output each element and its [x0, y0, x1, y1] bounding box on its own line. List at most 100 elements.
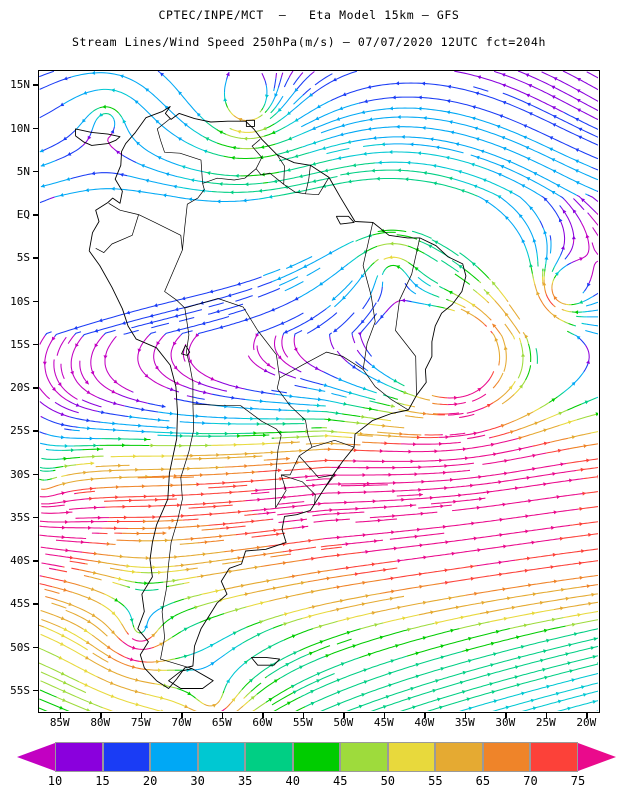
streamline-arrow	[316, 104, 321, 109]
streamline-segment	[302, 137, 330, 148]
streamline-arrow	[216, 199, 221, 204]
y-axis-tick	[33, 430, 39, 432]
streamline-arrow	[134, 689, 139, 694]
country-border	[182, 168, 330, 251]
streamline-segment	[559, 205, 562, 208]
streamline-arrow	[84, 682, 89, 687]
streamline-arrow	[83, 470, 87, 475]
country-border	[395, 237, 421, 396]
streamline-arrow	[410, 686, 415, 691]
streamline-segment	[448, 299, 457, 304]
streamline-arrow	[331, 429, 335, 434]
streamline-arrow	[423, 555, 428, 560]
streamline-segment	[340, 169, 454, 180]
streamline-arrow	[355, 506, 360, 511]
streamline-arrow	[60, 616, 65, 620]
streamline-arrow	[137, 348, 142, 353]
streamline-arrow	[377, 518, 382, 523]
y-axis-tick-label: EQ	[16, 208, 30, 222]
streamline-segment	[54, 401, 79, 414]
streamline-arrow	[293, 347, 298, 352]
streamline-arrow	[92, 454, 96, 459]
streamline-arrow	[476, 505, 481, 510]
streamline-arrow	[126, 564, 131, 568]
streamline-arrow	[58, 655, 63, 660]
y-axis-tick	[33, 603, 39, 605]
streamline-segment	[127, 175, 176, 188]
streamline-segment	[355, 361, 367, 370]
streamline-segment	[244, 513, 258, 516]
streamline-arrow	[40, 163, 45, 167]
streamline-segment	[313, 518, 350, 523]
streamline-arrow	[263, 552, 268, 557]
streamline-arrow	[437, 697, 442, 702]
streamline-arrow	[339, 106, 343, 111]
streamline-segment	[269, 101, 274, 107]
streamline-arrow	[468, 636, 473, 641]
streamline-arrow	[172, 493, 176, 498]
streamline-segment	[257, 114, 263, 119]
streamline-arrow	[68, 602, 73, 606]
streamline-arrow	[339, 132, 344, 137]
streamline-segment	[42, 417, 78, 428]
y-axis-tick	[33, 84, 39, 86]
streamline-segment	[566, 262, 572, 266]
streamline-segment	[188, 707, 197, 711]
streamline-arrow	[118, 436, 122, 441]
streamline-segment	[56, 569, 68, 573]
streamline-arrow	[227, 455, 232, 460]
streamline-segment	[508, 304, 521, 320]
streamline-arrow	[294, 118, 299, 122]
streamline-segment	[308, 593, 380, 609]
streamline-arrow	[188, 197, 193, 202]
streamline-arrow	[263, 368, 268, 373]
streamline-arrow	[141, 407, 146, 412]
streamline-arrow	[361, 414, 366, 419]
streamline-segment	[272, 624, 283, 629]
streamline-segment	[400, 267, 405, 273]
streamline-segment	[222, 560, 243, 565]
streamline-segment	[518, 337, 522, 344]
streamline-arrow	[361, 110, 365, 115]
streamline-arrow	[305, 474, 309, 479]
streamline-segment	[46, 478, 53, 481]
streamline-arrow	[174, 307, 179, 312]
streamline-arrow	[286, 456, 290, 461]
streamline-arrow	[228, 421, 232, 426]
streamline-segment	[55, 539, 90, 544]
streamline-arrow	[439, 458, 443, 463]
streamline-segment	[380, 442, 402, 445]
streamline-segment	[310, 71, 315, 76]
streamline-arrow	[552, 314, 557, 319]
streamline-segment	[271, 389, 287, 394]
streamline-arrow	[421, 479, 426, 484]
streamline-arrow	[224, 415, 228, 420]
streamline-arrow	[337, 156, 342, 160]
streamline-arrow	[254, 565, 259, 570]
streamline-segment	[45, 448, 62, 451]
streamline-arrow	[544, 675, 549, 680]
streamline-segment	[51, 476, 58, 480]
streamline-arrow	[388, 150, 393, 154]
streamline-segment	[569, 331, 575, 336]
streamline-segment	[273, 335, 293, 368]
streamline-segment	[208, 518, 271, 526]
streamline-arrow	[184, 704, 189, 709]
streamline-segment	[511, 334, 516, 340]
streamline-arrow	[487, 672, 492, 677]
streamline-segment	[336, 350, 349, 363]
streamline-arrow	[418, 487, 422, 492]
y-axis-tick-label: 10N	[10, 121, 30, 135]
streamline-arrow	[526, 93, 531, 98]
streamline-segment	[383, 143, 464, 154]
streamline-segment	[531, 273, 534, 279]
streamline-segment	[431, 304, 438, 308]
streamline-arrow	[574, 159, 579, 164]
streamline-arrow	[283, 622, 288, 626]
streamline-arrow	[257, 497, 262, 502]
y-axis-tick-label: 55S	[10, 683, 30, 697]
streamline-segment	[366, 349, 373, 357]
streamline-arrow	[393, 546, 398, 551]
streamline-segment	[45, 553, 74, 559]
